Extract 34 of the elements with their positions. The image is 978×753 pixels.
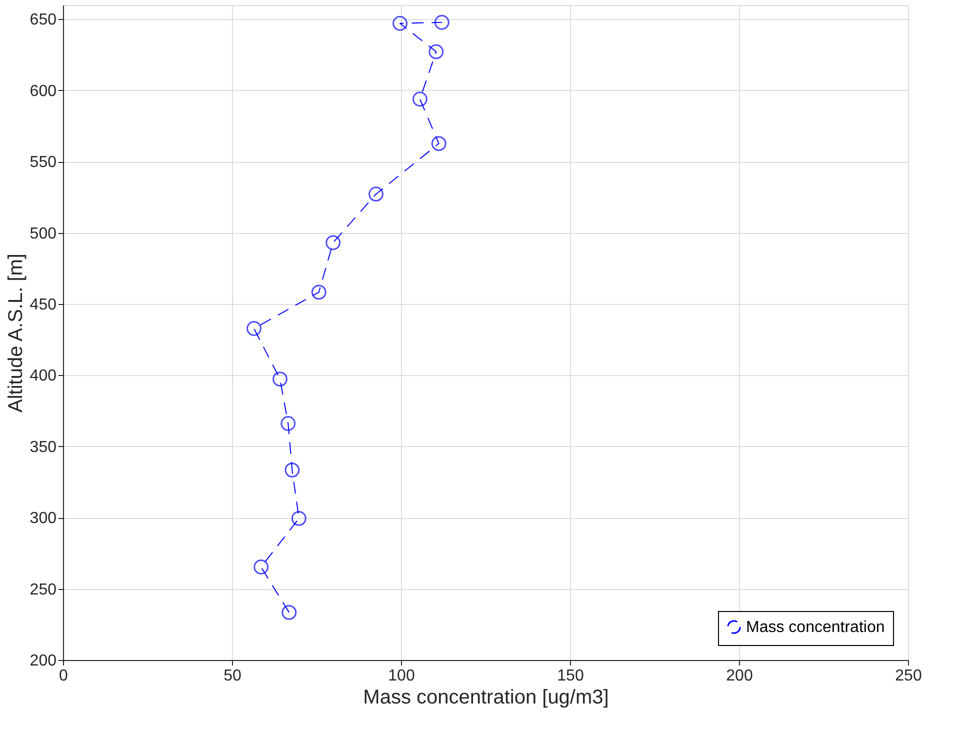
- point: [284, 462, 300, 478]
- point: [311, 284, 326, 300]
- x-tick-label: 100: [388, 668, 415, 684]
- y-tick-label: 500: [30, 225, 57, 242]
- y-tick-label: 400: [30, 368, 57, 385]
- point: [254, 560, 269, 574]
- y-tick-label: 300: [30, 510, 57, 528]
- x-tick-label: 150: [557, 668, 584, 684]
- y-tick-label: 250: [30, 581, 57, 598]
- y-tick-label: 550: [30, 154, 57, 172]
- y-axis-title: Altitude A.S.L. [m]: [4, 254, 27, 412]
- point: [392, 16, 408, 31]
- point: [272, 372, 288, 387]
- x-axis-title: Mass concentration [ug/m3]: [363, 686, 609, 708]
- x-tick-label: 50: [224, 668, 242, 684]
- point: [326, 235, 341, 250]
- point: [434, 14, 450, 30]
- x-tick-label: 0: [59, 668, 68, 684]
- point: [280, 416, 296, 431]
- point: [282, 604, 297, 620]
- point: [431, 136, 446, 151]
- point: [428, 44, 444, 60]
- x-tick-label: 200: [726, 668, 753, 684]
- point: [412, 92, 428, 107]
- x-tick-label: 250: [895, 668, 922, 684]
- y-tick-label: 200: [30, 652, 57, 670]
- y-tick-label: 650: [30, 12, 57, 29]
- legend-label: Mass concentration: [746, 619, 885, 636]
- y-tick-label: 600: [30, 82, 57, 100]
- point: [291, 511, 306, 526]
- y-tick-label: 450: [30, 296, 57, 314]
- y-tick-label: 350: [30, 438, 57, 456]
- point: [246, 321, 262, 336]
- point: [368, 186, 384, 202]
